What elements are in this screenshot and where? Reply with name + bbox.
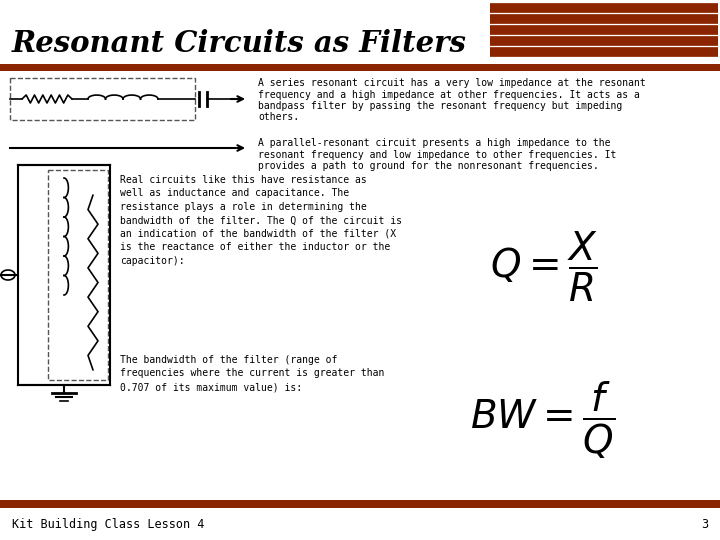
Text: others.: others. <box>258 112 299 123</box>
Text: 3: 3 <box>701 518 708 531</box>
Text: frequency and a high impedance at other frequencies. It acts as a: frequency and a high impedance at other … <box>258 90 640 99</box>
Text: frequencies where the current is greater than: frequencies where the current is greater… <box>120 368 384 379</box>
Text: $BW = \dfrac{f}{Q}$: $BW = \dfrac{f}{Q}$ <box>470 380 616 461</box>
Text: bandwidth of the filter. The Q of the circuit is: bandwidth of the filter. The Q of the ci… <box>120 215 402 226</box>
Text: bandpass filter by passing the resonant frequency but impeding: bandpass filter by passing the resonant … <box>258 101 622 111</box>
Text: A series resonant circuit has a very low impedance at the resonant: A series resonant circuit has a very low… <box>258 78 646 88</box>
Text: Resonant Circuits as Filters: Resonant Circuits as Filters <box>12 29 467 58</box>
Text: resonant frequency and low impedance to other frequencies. It: resonant frequency and low impedance to … <box>258 150 616 159</box>
Text: A parallel-resonant circuit presents a high impedance to the: A parallel-resonant circuit presents a h… <box>258 138 611 148</box>
Text: $Q = \dfrac{X}{R}$: $Q = \dfrac{X}{R}$ <box>490 230 598 304</box>
Text: resistance plays a role in determining the: resistance plays a role in determining t… <box>120 202 366 212</box>
Text: provides a path to ground for the nonresonant frequencies.: provides a path to ground for the nonres… <box>258 161 599 171</box>
Text: an indication of the bandwidth of the filter (X: an indication of the bandwidth of the fi… <box>120 229 396 239</box>
Text: well as inductance and capacitance. The: well as inductance and capacitance. The <box>120 188 349 199</box>
Text: 0.707 of its maximum value) is:: 0.707 of its maximum value) is: <box>120 382 302 392</box>
Text: The bandwidth of the filter (range of: The bandwidth of the filter (range of <box>120 355 338 365</box>
Bar <box>0 500 720 508</box>
Text: Kit Building Class Lesson 4: Kit Building Class Lesson 4 <box>12 518 204 531</box>
Text: is the reactance of either the inductor or the: is the reactance of either the inductor … <box>120 242 390 253</box>
Text: capacitor):: capacitor): <box>120 256 184 266</box>
Bar <box>0 64 720 71</box>
Text: Real circuits like this have resistance as: Real circuits like this have resistance … <box>120 175 366 185</box>
